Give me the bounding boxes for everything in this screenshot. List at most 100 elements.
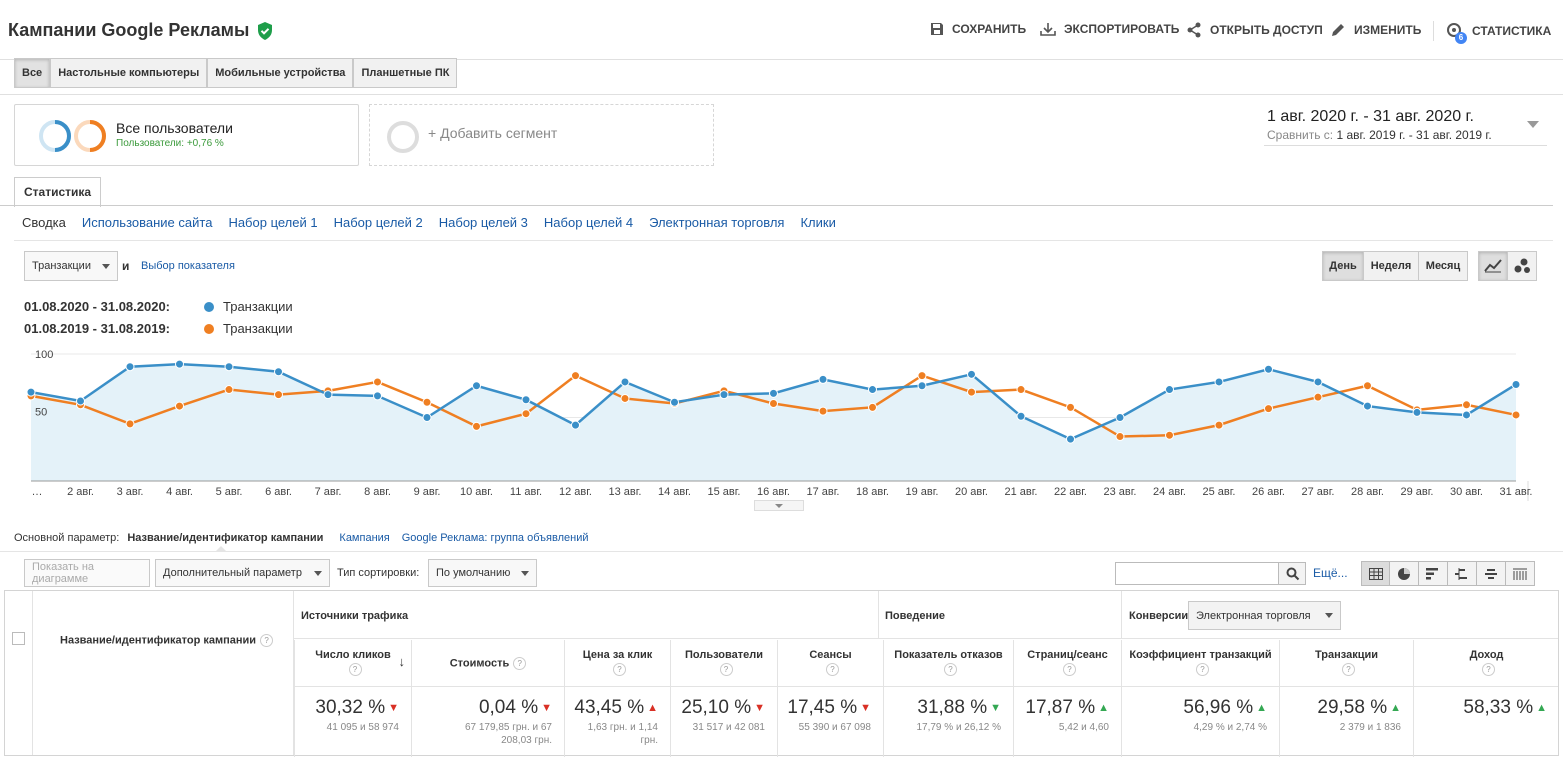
table-view-buttons xyxy=(1361,561,1535,586)
view-comparison-button[interactable] xyxy=(1448,561,1477,586)
subnav-clicks[interactable]: Клики xyxy=(800,215,836,230)
x-tick-label: 11 авг. xyxy=(510,486,542,498)
help-icon[interactable]: ? xyxy=(719,663,733,676)
chevron-down-icon xyxy=(1325,613,1333,618)
help-icon[interactable]: ? xyxy=(826,663,839,676)
column-header[interactable]: Коэффициент транзакций? xyxy=(1121,640,1279,686)
legend-dot-orange xyxy=(204,323,214,334)
column-header[interactable]: Доход? xyxy=(1413,640,1559,686)
help-icon[interactable]: ? xyxy=(348,663,362,676)
campaign-header-label: Название/идентификатор кампании xyxy=(60,634,257,647)
legend-period-2020: 01.08.2020 - 31.08.2020: xyxy=(24,299,171,314)
subnav-goals-2[interactable]: Набор целей 2 xyxy=(333,215,423,230)
legend-dot-blue xyxy=(204,301,214,312)
divider xyxy=(878,591,879,639)
device-tab-mobile[interactable]: Мобильные устройства xyxy=(207,58,354,88)
select-all-checkbox[interactable] xyxy=(12,632,25,645)
data-point xyxy=(818,374,828,384)
view-pivot-button[interactable] xyxy=(1506,561,1535,586)
tab-statistics[interactable]: Статистика xyxy=(14,177,102,207)
insights-button[interactable]: 6 Статистика xyxy=(1446,22,1551,44)
pencil-icon xyxy=(1332,24,1344,36)
metric-value: 17,45 % xyxy=(787,697,858,718)
metric-select[interactable]: Транзакции xyxy=(24,251,118,281)
column-header-campaign[interactable]: Название/идентификатор кампании? xyxy=(60,634,274,647)
legend-period-2019: 01.08.2019 - 31.08.2019: xyxy=(24,321,171,336)
data-point xyxy=(769,388,778,398)
plot-rows-button[interactable]: Показать на диаграмме xyxy=(24,559,150,587)
sort-type-select[interactable]: По умолчанию xyxy=(428,559,537,587)
date-range-picker[interactable]: 1 авг. 2020 г. - 31 авг. 2020 г. Сравнит… xyxy=(1264,108,1547,146)
secondary-dimension-select[interactable]: Дополнительный параметр xyxy=(155,559,330,587)
table-search-input[interactable] xyxy=(1115,562,1279,585)
view-term-cloud-button[interactable] xyxy=(1477,561,1506,586)
sort-arrow-icon[interactable]: ↓ xyxy=(398,654,406,669)
term-cloud-icon xyxy=(1485,569,1497,579)
column-header[interactable]: Страниц/сеанс? xyxy=(1013,640,1121,686)
view-data-button[interactable] xyxy=(1361,561,1390,586)
column-header[interactable]: Транзакции? xyxy=(1279,640,1413,686)
help-icon[interactable]: ? xyxy=(1482,663,1495,676)
save-button[interactable]: Сохранить xyxy=(930,22,1026,36)
month-button[interactable]: Месяц xyxy=(1418,251,1468,281)
column-header[interactable]: Показатель отказов? xyxy=(883,640,1013,686)
view-performance-button[interactable] xyxy=(1419,561,1448,586)
arrow-down-icon: ▼ xyxy=(388,702,399,714)
device-tab-tablet[interactable]: Планшетные ПК xyxy=(353,58,458,88)
help-icon[interactable]: ? xyxy=(260,634,274,647)
device-tab-all[interactable]: Все xyxy=(14,58,51,88)
legend-name-2020: Транзакции xyxy=(223,299,293,314)
more-link[interactable]: Ещё... xyxy=(1313,566,1348,580)
subnav-goals-1[interactable]: Набор целей 1 xyxy=(228,215,318,230)
subnav-ecommerce[interactable]: Электронная торговля xyxy=(649,215,785,230)
bubble-chart-icon xyxy=(1514,258,1530,273)
data-point xyxy=(620,393,630,403)
share-button[interactable]: Открыть доступ xyxy=(1186,22,1323,38)
help-icon[interactable]: ? xyxy=(1063,663,1076,676)
device-tab-desktop[interactable]: Настольные компьютеры xyxy=(50,58,208,88)
help-icon[interactable]: ? xyxy=(513,657,527,670)
column-header[interactable]: Пользователи? xyxy=(670,640,777,686)
column-header[interactable]: Число кликов? ↓ xyxy=(294,640,411,686)
edit-button[interactable]: Изменить xyxy=(1331,22,1421,37)
line-chart-button[interactable] xyxy=(1478,251,1508,281)
subnav-site-usage[interactable]: Использование сайта xyxy=(81,215,213,230)
data-point xyxy=(967,387,976,397)
choose-metric-link[interactable]: Выбор показателя xyxy=(141,260,235,272)
search-button[interactable] xyxy=(1278,562,1306,585)
help-icon[interactable]: ? xyxy=(1196,663,1209,676)
compare-range: 1 авг. 2019 г. - 31 авг. 2019 г. xyxy=(1336,128,1492,142)
x-tick-label: 23 авг. xyxy=(1104,486,1137,498)
view-pie-button[interactable] xyxy=(1390,561,1419,586)
segment-all-users[interactable]: Все пользователи Пользователи: +0,76 % xyxy=(14,104,359,166)
x-tick-label: 30 авг. xyxy=(1450,486,1483,498)
subnav-goals-4[interactable]: Набор целей 4 xyxy=(543,215,634,230)
chart-resize-handle[interactable] xyxy=(754,500,804,511)
motion-chart-button[interactable] xyxy=(1507,251,1537,281)
x-tick-label: 6 авг. xyxy=(265,486,292,498)
help-icon[interactable]: ? xyxy=(1342,663,1355,676)
help-icon[interactable]: ? xyxy=(613,663,626,676)
sub-navigation: Сводка Использование сайта Набор целей 1… xyxy=(22,215,836,230)
export-button[interactable]: Экспортировать xyxy=(1040,22,1179,36)
help-icon[interactable]: ? xyxy=(944,663,957,676)
divider xyxy=(0,94,1563,95)
dimension-campaign-link[interactable]: Кампания xyxy=(339,532,390,544)
data-point xyxy=(26,387,36,397)
x-tick-label: 5 авг. xyxy=(216,486,243,498)
subnav-summary[interactable]: Сводка xyxy=(22,215,66,230)
column-header[interactable]: Сеансы? xyxy=(777,640,883,686)
metric-compare: 31 517 и 42 081 xyxy=(692,722,765,733)
add-segment-button[interactable]: + Добавить сегмент xyxy=(369,104,714,166)
day-button[interactable]: День xyxy=(1322,251,1364,281)
column-header-label: Цена за клик xyxy=(582,649,653,661)
column-header[interactable]: Цена за клик? xyxy=(564,640,670,686)
export-label: Экспортировать xyxy=(1064,22,1180,36)
dimension-adgroup-link[interactable]: Google Реклама: группа объявлений xyxy=(401,532,589,544)
subnav-goals-3[interactable]: Набор целей 3 xyxy=(438,215,528,230)
metric-value: 58,33 % xyxy=(1463,697,1534,718)
week-button[interactable]: Неделя xyxy=(1363,251,1419,281)
x-tick-label: 18 авг. xyxy=(856,486,889,498)
column-header[interactable]: Стоимость? xyxy=(411,640,564,686)
conversion-type-select[interactable]: Электронная торговля xyxy=(1188,601,1341,630)
